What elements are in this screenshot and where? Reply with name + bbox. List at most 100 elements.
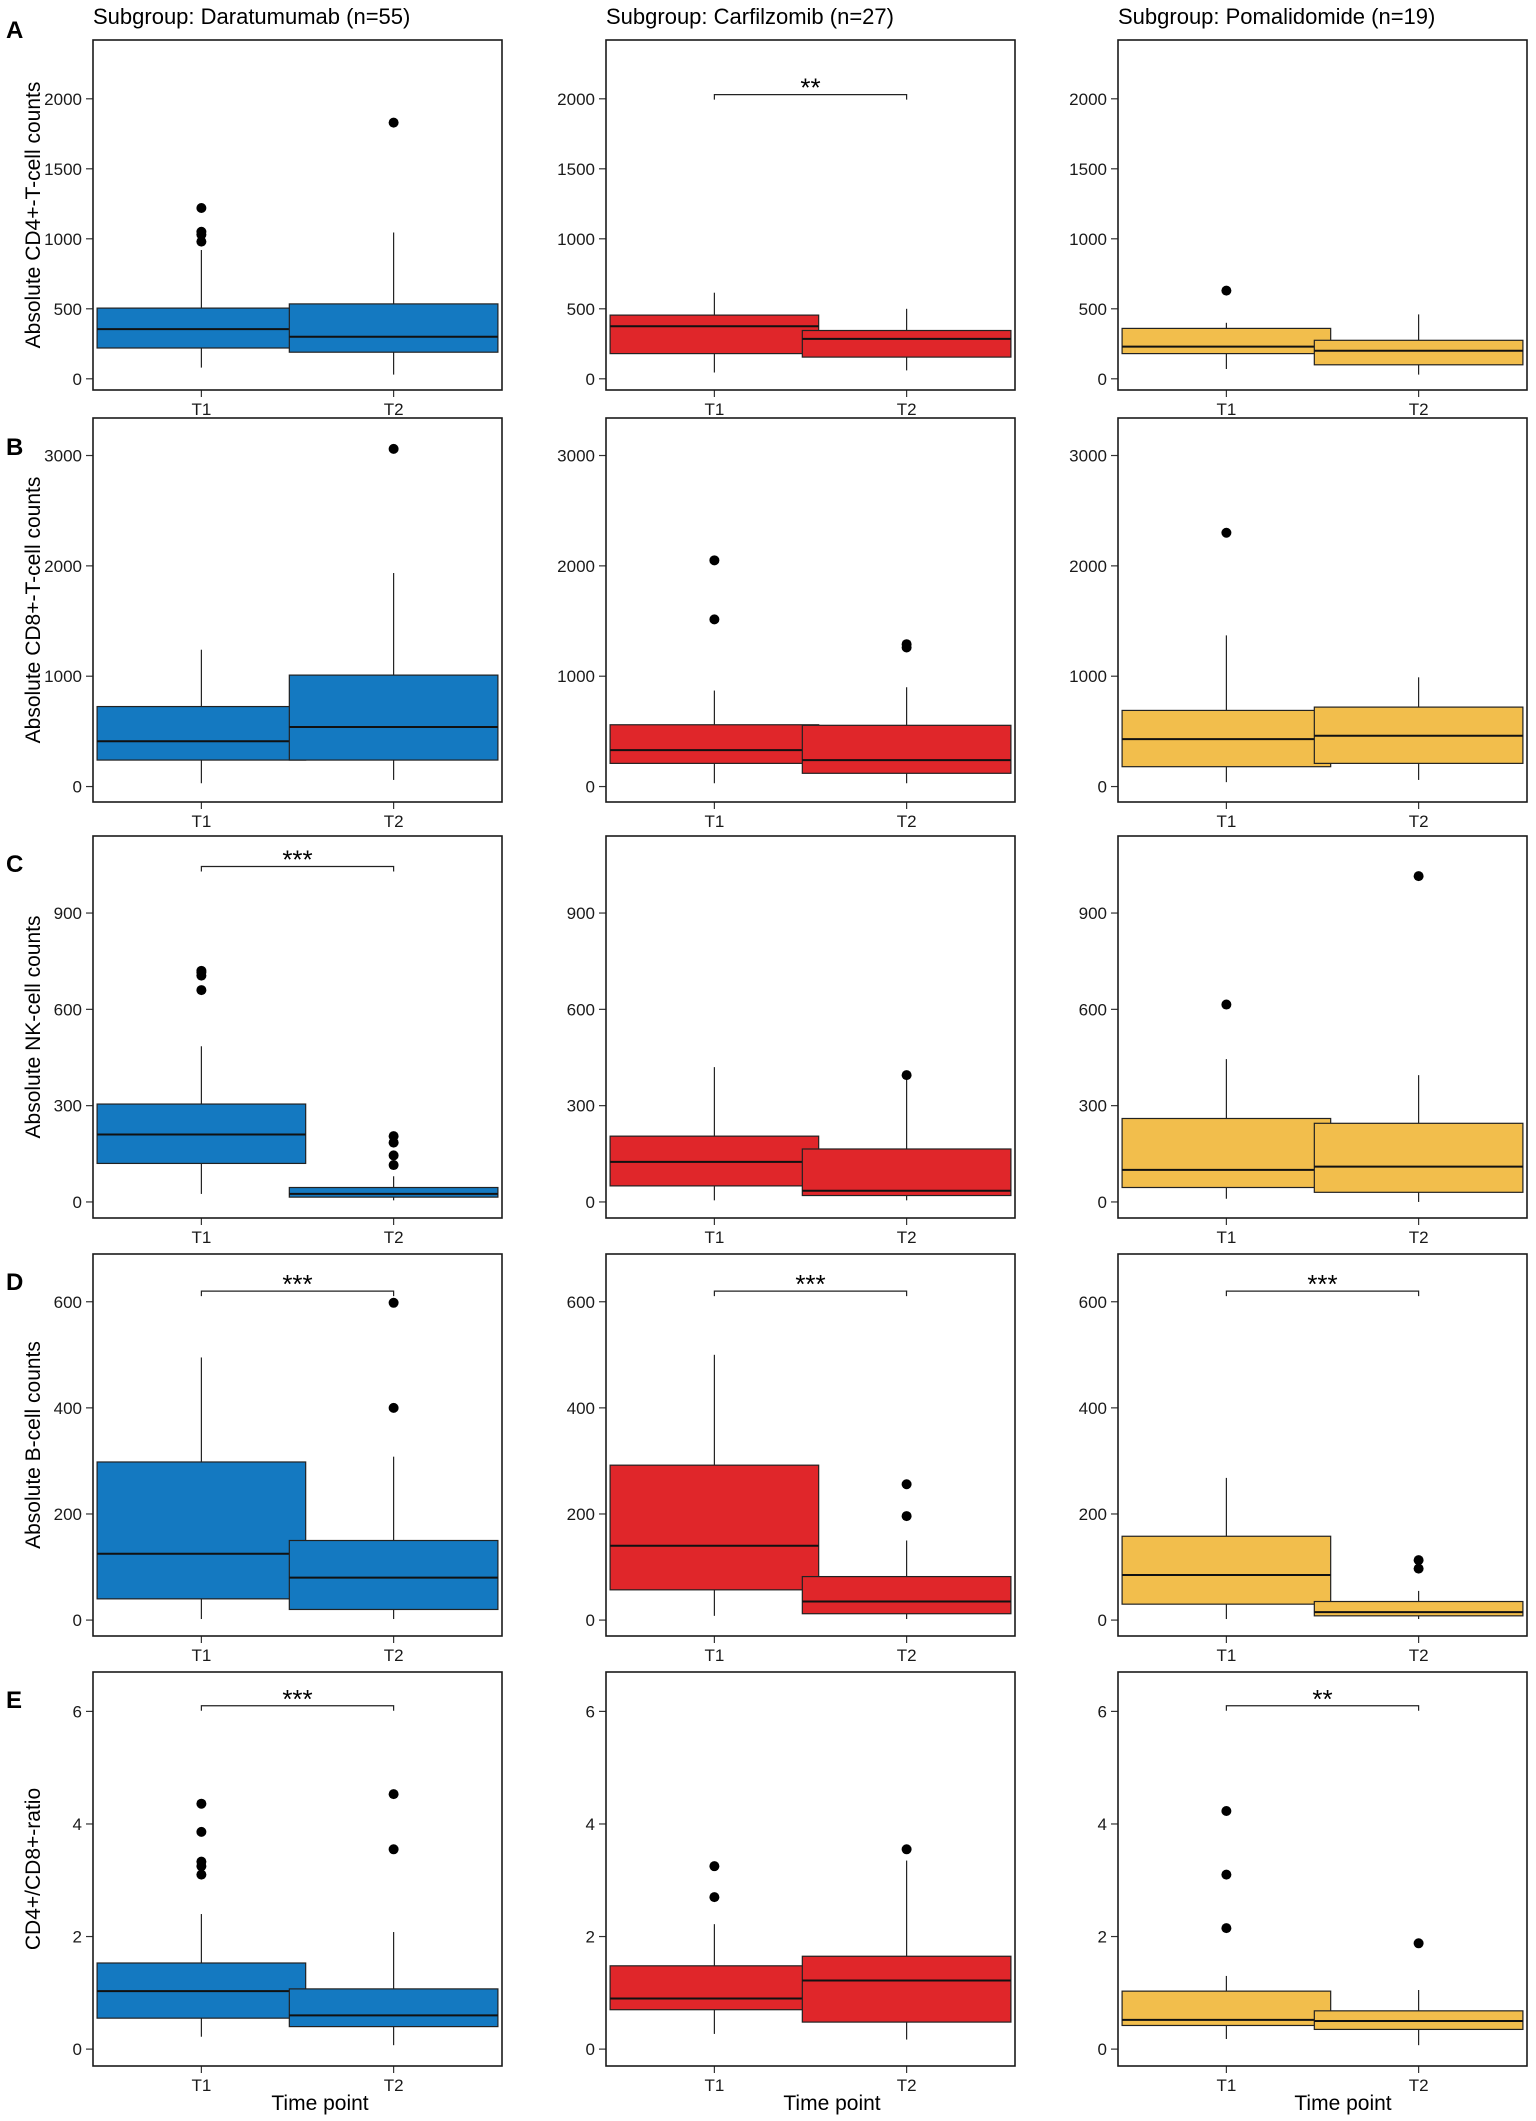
- box-t1: [96, 1798, 307, 2037]
- y-tick-label: 900: [54, 904, 82, 923]
- y-tick-label: 4: [73, 1815, 82, 1834]
- box-t2: [1313, 871, 1524, 1202]
- panel-a-carfilzomib: 0 500 1000 1500 2000 T1 T2 **: [557, 39, 1016, 419]
- y-axis-title-c: Absolute NK-cell counts: [22, 916, 45, 1139]
- outlier-point: [901, 1070, 912, 1081]
- outlier-point: [1413, 1563, 1424, 1574]
- y-tick-label: 400: [567, 1399, 595, 1418]
- panel-frame: [92, 1253, 503, 1637]
- box-t2: [1313, 314, 1524, 375]
- x-tick-label: T1: [704, 2076, 724, 2095]
- panel-b-pomalidomide: 0 1000 2000 3000 T1 T2: [1069, 417, 1528, 831]
- x-tick-label: T1: [704, 400, 724, 419]
- y-tick-label: 1000: [557, 230, 595, 249]
- y-tick-label: 500: [1079, 300, 1107, 319]
- outlier-point: [709, 614, 720, 625]
- column-title-carfilzomib: Subgroup: Carfilzomib (n=27): [606, 4, 894, 29]
- significance-bracket: **: [713, 73, 908, 103]
- outlier-point: [196, 985, 207, 996]
- y-tick-label: 2: [1098, 1928, 1107, 1947]
- panel-frame: [605, 1671, 1016, 2067]
- outlier-point: [388, 117, 399, 128]
- panel-frame: [1117, 417, 1528, 803]
- box-t1: [609, 292, 820, 373]
- panel-frame: [605, 39, 1016, 391]
- box-t2: [1313, 1555, 1524, 1620]
- x-tick-label: T1: [704, 1228, 724, 1247]
- y-tick-label: 2000: [44, 90, 82, 109]
- outlier-point: [196, 1869, 207, 1880]
- row-label-e: E: [6, 1687, 22, 1714]
- outlier-point: [388, 443, 399, 454]
- y-tick-label: 0: [586, 1193, 595, 1212]
- row-a: A Absolute CD4+-T-cell counts 0 500 1000 1500…: [6, 17, 1528, 419]
- iqr-box: [1313, 339, 1524, 366]
- y-tick-label: 0: [73, 2040, 82, 2059]
- row-label-c: C: [6, 851, 23, 878]
- panel-c-carfilzomib: 0 300 600 900 T1 T2: [567, 835, 1016, 1247]
- box-t2: [288, 1789, 499, 2046]
- iqr-box: [288, 303, 499, 353]
- outlier-point: [388, 1131, 399, 1142]
- significance-bracket: ***: [200, 844, 395, 874]
- outlier-point: [709, 555, 720, 566]
- box-t1: [609, 555, 820, 784]
- outlier-point: [196, 1798, 207, 1809]
- y-tick-label: 2000: [44, 557, 82, 576]
- y-tick-label: 500: [54, 300, 82, 319]
- box-t1: [1121, 285, 1332, 369]
- outlier-point: [1221, 285, 1232, 296]
- y-tick-label: 6: [73, 1702, 82, 1721]
- box-t2: [801, 1844, 1012, 2040]
- row-e: E CD4+/CD8+-ratio 0 2 4 6 T1 T2 *** 0 2 4 6 T1 T2 0 2 4 6 T…: [6, 1671, 1528, 2095]
- panel-frame: [92, 835, 503, 1219]
- y-tick-label: 1000: [44, 667, 82, 686]
- y-tick-label: 6: [1098, 1702, 1107, 1721]
- iqr-box: [1121, 1117, 1332, 1189]
- x-tick-label: T2: [1409, 1228, 1429, 1247]
- box-t1: [609, 1354, 820, 1616]
- panel-d-pomalidomide: 0 200 400 600 T1 T2 ***: [1079, 1253, 1528, 1665]
- x-tick-label: T2: [384, 1228, 404, 1247]
- panel-frame: [605, 417, 1016, 803]
- y-tick-label: 900: [1079, 904, 1107, 923]
- x-tick-label: T2: [897, 400, 917, 419]
- box-t2: [288, 1131, 499, 1201]
- y-axis-title-a: Absolute CD4+-T-cell counts: [22, 82, 45, 349]
- y-tick-label: 1500: [557, 160, 595, 179]
- y-tick-label: 900: [567, 904, 595, 923]
- x-tick-label: T2: [897, 1646, 917, 1665]
- box-t1: [96, 965, 307, 1194]
- outlier-point: [196, 226, 207, 237]
- x-tick-label: T1: [191, 400, 211, 419]
- panel-grid: A Absolute CD4+-T-cell counts 0 500 1000 1500…: [6, 17, 1528, 2095]
- y-tick-label: 1000: [44, 230, 82, 249]
- y-tick-label: 400: [54, 1399, 82, 1418]
- iqr-box: [288, 1539, 499, 1611]
- iqr-box: [609, 314, 820, 355]
- significance-bracket: ***: [1225, 1269, 1420, 1299]
- x-tick-label: T1: [1216, 400, 1236, 419]
- significance-bracket: ***: [200, 1684, 395, 1714]
- significance-bracket: ***: [200, 1269, 395, 1299]
- iqr-box: [609, 1965, 820, 2011]
- box-t1: [1121, 999, 1332, 1199]
- y-tick-label: 600: [1079, 1000, 1107, 1019]
- y-tick-label: 600: [567, 1293, 595, 1312]
- iqr-box: [1121, 327, 1332, 355]
- box-t2: [801, 639, 1012, 784]
- row-label-b: B: [6, 434, 23, 461]
- row-b: B Absolute CD8+-T-cell counts 0 1000 2000 300…: [6, 417, 1528, 831]
- significance-label: **: [1312, 1684, 1332, 1714]
- outlier-point: [196, 236, 207, 247]
- panel-d-carfilzomib: 0 200 400 600 T1 T2 ***: [567, 1253, 1016, 1665]
- outlier-point: [388, 1150, 399, 1161]
- x-tick-label: T2: [1409, 2076, 1429, 2095]
- y-tick-label: 1500: [44, 160, 82, 179]
- iqr-box: [801, 1955, 1012, 2023]
- x-tick-label: T1: [191, 2076, 211, 2095]
- panel-e-carfilzomib: 0 2 4 6 T1 T2: [586, 1671, 1016, 2095]
- x-tick-label: T2: [384, 2076, 404, 2095]
- y-tick-label: 3000: [1069, 447, 1107, 466]
